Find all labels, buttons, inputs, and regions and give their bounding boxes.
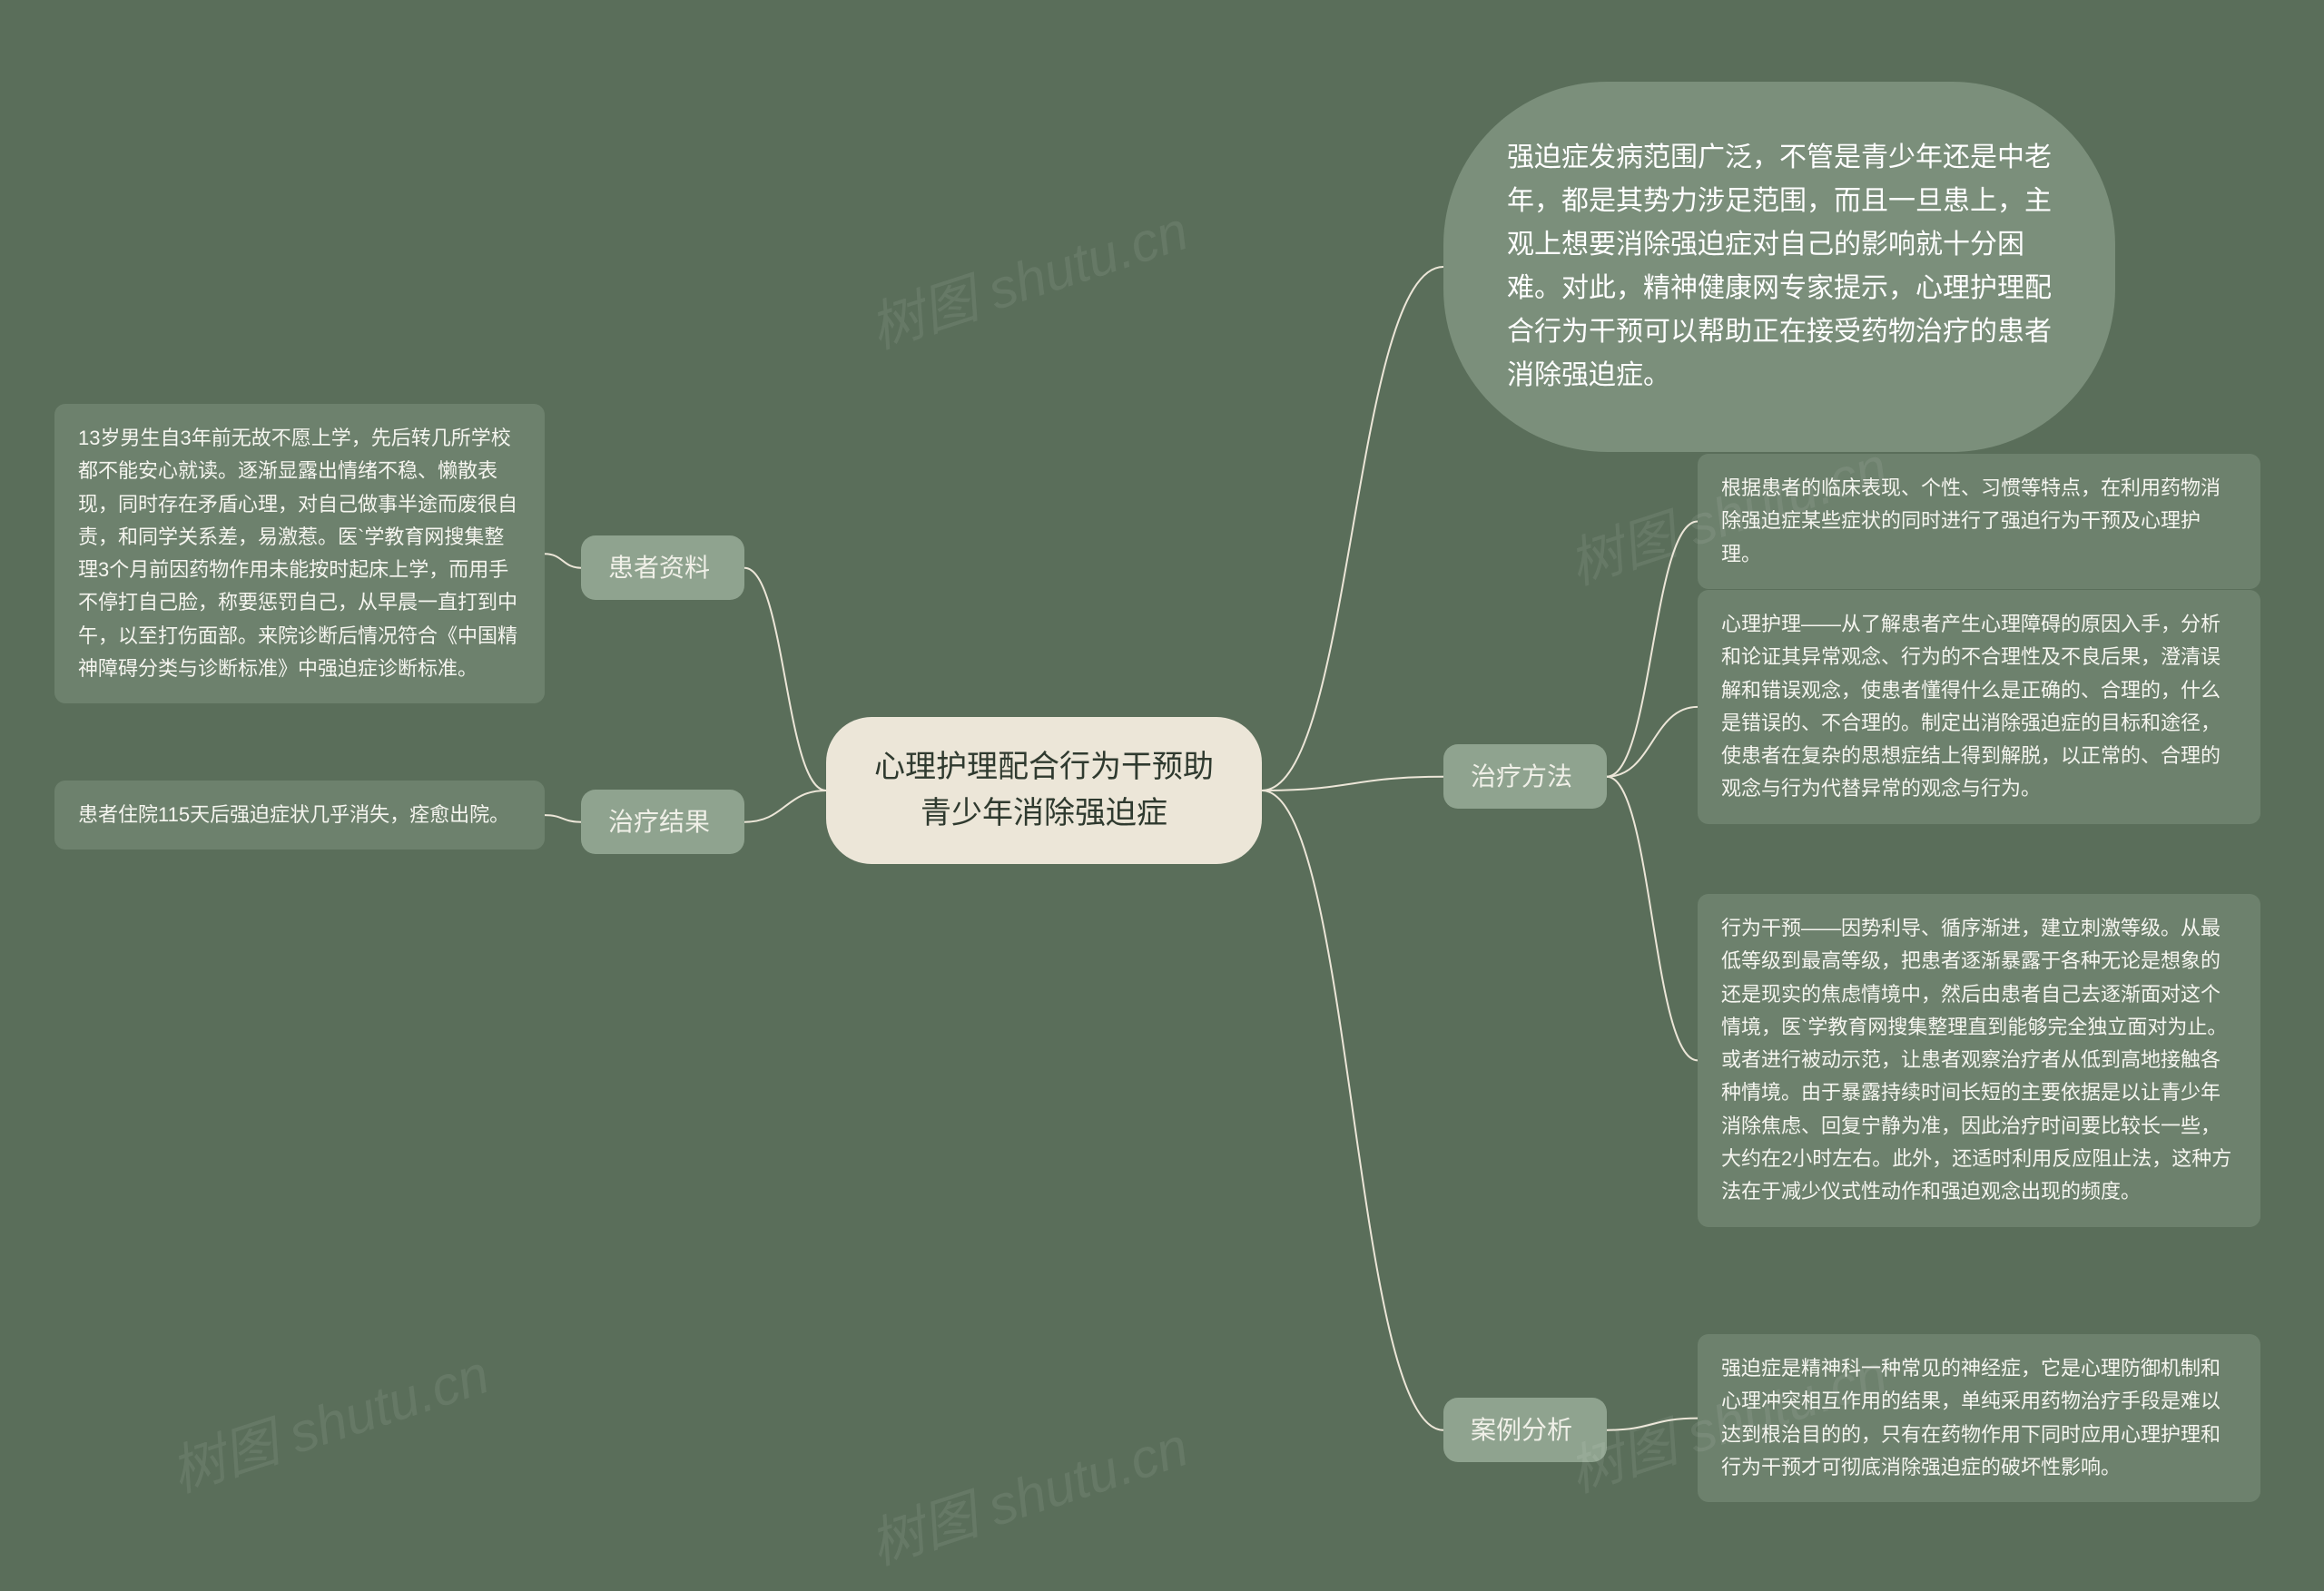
center-topic[interactable]: 心理护理配合行为干预助青少年消除强迫症 (826, 717, 1262, 864)
branch-analysis[interactable]: 案例分析 (1443, 1398, 1607, 1462)
result-leaf-1[interactable]: 患者住院115天后强迫症状几乎消失，痊愈出院。 (54, 781, 545, 850)
treatment-leaf-1[interactable]: 根据患者的临床表现、个性、习惯等特点，在利用药物消除强迫症某些症状的同时进行了强… (1698, 454, 2260, 589)
watermark: 树图 shutu.cn (159, 1331, 497, 1508)
treatment-leaf-3[interactable]: 行为干预——因势利导、循序渐进，建立刺激等级。从最低等级到最高等级，把患者逐渐暴… (1698, 894, 2260, 1227)
profile-leaf-1[interactable]: 13岁男生自3年前无故不愿上学，先后转几所学校都不能安心就读。逐渐显露出情绪不稳… (54, 404, 545, 703)
branch-result[interactable]: 治疗结果 (581, 790, 744, 854)
analysis-leaf-1[interactable]: 强迫症是精神科一种常见的神经症，它是心理防御机制和心理冲突相互作用的结果，单纯采… (1698, 1334, 2260, 1502)
branch-profile[interactable]: 患者资料 (581, 535, 744, 600)
treatment-leaf-2[interactable]: 心理护理——从了解患者产生心理障碍的原因入手，分析和论证其异常观念、行为的不合理… (1698, 590, 2260, 824)
watermark: 树图 shutu.cn (858, 1403, 1196, 1580)
intro-node[interactable]: 强迫症发病范围广泛，不管是青少年还是中老年，都是其势力涉足范围，而且一旦患上，主… (1443, 82, 2115, 452)
mindmap-canvas: 心理护理配合行为干预助青少年消除强迫症 强迫症发病范围广泛，不管是青少年还是中老… (0, 0, 2324, 1591)
watermark: 树图 shutu.cn (858, 187, 1196, 364)
branch-treatment[interactable]: 治疗方法 (1443, 744, 1607, 809)
